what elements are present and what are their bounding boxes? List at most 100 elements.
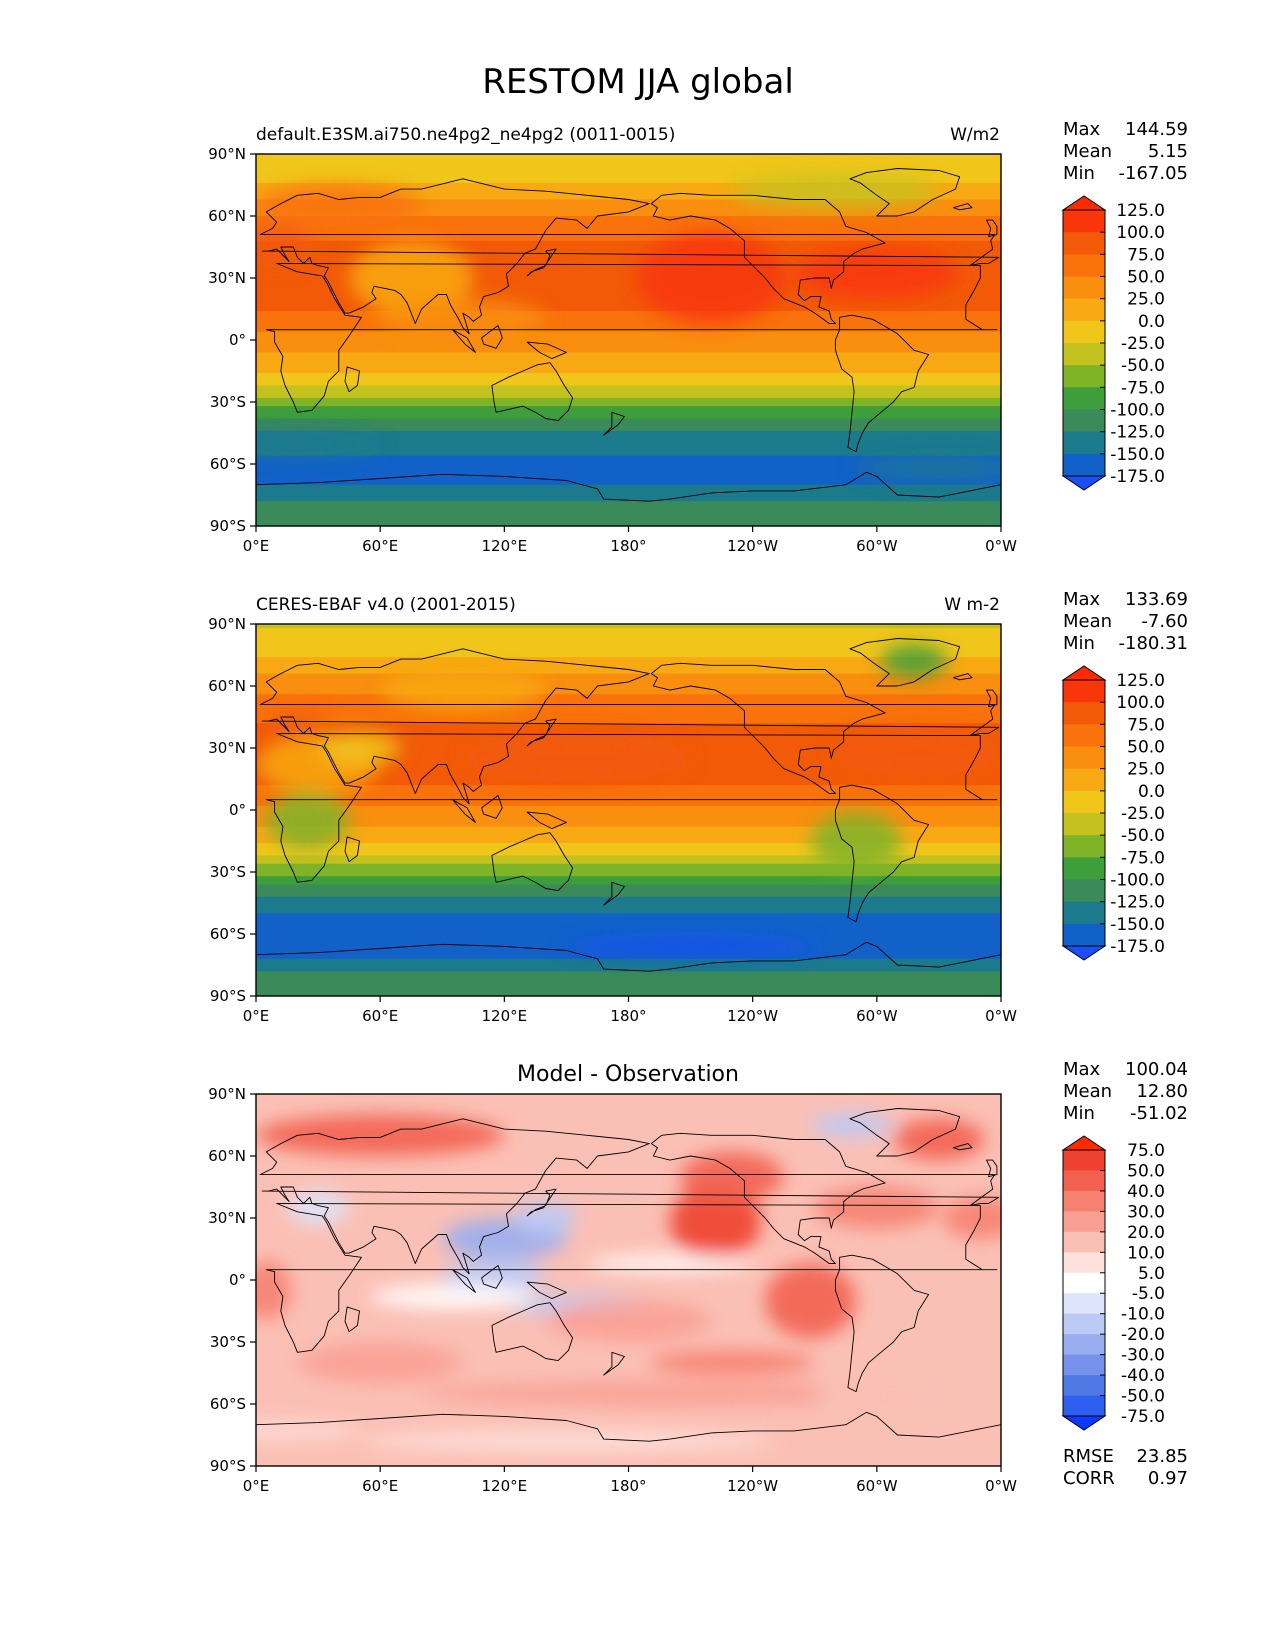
field-band: [256, 414, 1001, 420]
field-anomaly: [943, 1197, 1001, 1239]
field-band: [256, 669, 1001, 675]
y-tick-label: 30°N: [208, 269, 246, 287]
field-band: [256, 929, 1001, 935]
field-band: [256, 830, 1001, 836]
field-band: [256, 727, 1001, 733]
field-anomaly: [442, 1259, 546, 1293]
field-band: [256, 216, 1001, 221]
colorbar-tick-label: -125.0: [1110, 893, 1165, 913]
colorbar-tick-label: -30.0: [1121, 1346, 1165, 1366]
colorbar-tick-label: 50.0: [1127, 1161, 1165, 1181]
field-band: [256, 360, 1001, 366]
colorbar-tick-label: -75.0: [1121, 378, 1165, 398]
stat-mean-value: -7.60: [1141, 611, 1188, 632]
panel-left-title: CERES-EBAF v4.0 (2001-2015): [256, 595, 516, 615]
stat-corr-value: 0.97: [1148, 1468, 1188, 1489]
figure-title: RESTOM JJA global: [482, 62, 794, 102]
coastline: [986, 1159, 998, 1178]
x-tick-label: 120°W: [727, 537, 778, 555]
colorbar-segment: [1063, 1272, 1105, 1294]
coastline: [452, 799, 476, 823]
colorbar-frame: [1062, 1149, 1106, 1417]
field-band: [256, 661, 1001, 666]
stat-mean-label: Mean: [1063, 611, 1112, 632]
field-anomaly: [649, 1350, 815, 1376]
field-band: [256, 723, 1001, 728]
y-tick-label: 90°N: [208, 615, 246, 633]
field-band: [256, 648, 1001, 654]
field-band: [256, 261, 1001, 267]
field-band: [256, 694, 1001, 699]
colorbar-tick-label: -50.0: [1121, 826, 1165, 846]
colorbar-tick-label: 50.0: [1127, 738, 1165, 758]
field-band: [256, 381, 1001, 387]
field-band: [256, 505, 1001, 511]
field-band: [256, 628, 1001, 633]
field-band: [256, 191, 1001, 196]
colorbar-segment: [1063, 254, 1105, 277]
field-anomaly: [266, 710, 329, 736]
field-band: [256, 476, 1001, 482]
field-anomaly: [318, 731, 401, 765]
field-band: [256, 810, 1001, 815]
field-band: [256, 652, 1001, 658]
x-tick-label: 0°W: [985, 1007, 1017, 1025]
field-band: [256, 244, 1001, 250]
field-band: [256, 673, 1001, 679]
field-band: [256, 468, 1001, 473]
y-tick-label: 30°S: [210, 393, 246, 411]
colorbar-segment: [1063, 1150, 1105, 1171]
stat-max-label: Max: [1063, 119, 1101, 140]
field-band: [256, 971, 1001, 976]
field-band: [256, 876, 1001, 881]
field-band: [256, 356, 1001, 362]
field-band: [256, 872, 1001, 877]
stat-min-label: Min: [1063, 163, 1095, 184]
colorbar-segment: [1063, 1334, 1105, 1356]
field-band: [256, 814, 1001, 819]
x-tick-label: 180°: [610, 537, 646, 555]
coastlines: [256, 638, 1001, 996]
field-band: [256, 302, 1001, 308]
coastline: [491, 832, 574, 892]
y-tick-label: 90°N: [208, 1085, 246, 1103]
colorbar-segment: [1063, 1211, 1105, 1233]
coastline: [603, 1351, 625, 1376]
field-band: [256, 348, 1001, 353]
field-band: [256, 340, 1001, 345]
field-band: [256, 352, 1001, 358]
field-band: [256, 203, 1001, 209]
field-band: [256, 480, 1001, 486]
field-band: [256, 714, 1001, 720]
field-band: [256, 632, 1001, 637]
field-band: [256, 690, 1001, 695]
coastline: [526, 811, 567, 830]
error-stats: RMSE 23.85 CORR 0.97: [1063, 1446, 1188, 1489]
colorbar-segment: [1063, 1252, 1105, 1274]
colorbar-segment: [1063, 724, 1105, 747]
field-anomaly: [369, 1284, 536, 1309]
field-band: [256, 905, 1001, 910]
colorbar: 75.050.040.030.020.010.05.0-5.0-10.0-20.…: [1061, 1135, 1165, 1431]
field-band: [256, 443, 1001, 449]
colorbar-tick-label: 75.0: [1127, 715, 1165, 735]
colorbar-tick-label: -175.0: [1110, 937, 1165, 957]
field-band: [256, 455, 1001, 461]
field-band: [256, 447, 1001, 453]
stats-block: Max 133.69 Mean -7.60 Min -180.31: [1063, 589, 1188, 654]
field-band: [256, 681, 1001, 687]
field-band: [256, 290, 1001, 296]
field-band: [256, 158, 1001, 163]
stats-block: Max 100.04 Mean 12.80 Min -51.02: [1063, 1059, 1188, 1124]
field-anomaly: [587, 1255, 753, 1272]
coastline: [259, 1118, 1000, 1275]
colorbar-segment: [1063, 453, 1105, 477]
field-anomaly: [421, 1381, 919, 1407]
field-band: [256, 896, 1001, 902]
colorbar-tick-label: 75.0: [1127, 1141, 1165, 1161]
x-tick-label: 60°E: [362, 1477, 398, 1495]
colorbar-tick-label: 25.0: [1127, 290, 1165, 310]
coastline: [834, 314, 930, 453]
field-anomaly: [810, 812, 902, 870]
map-field: [256, 1094, 1001, 1466]
